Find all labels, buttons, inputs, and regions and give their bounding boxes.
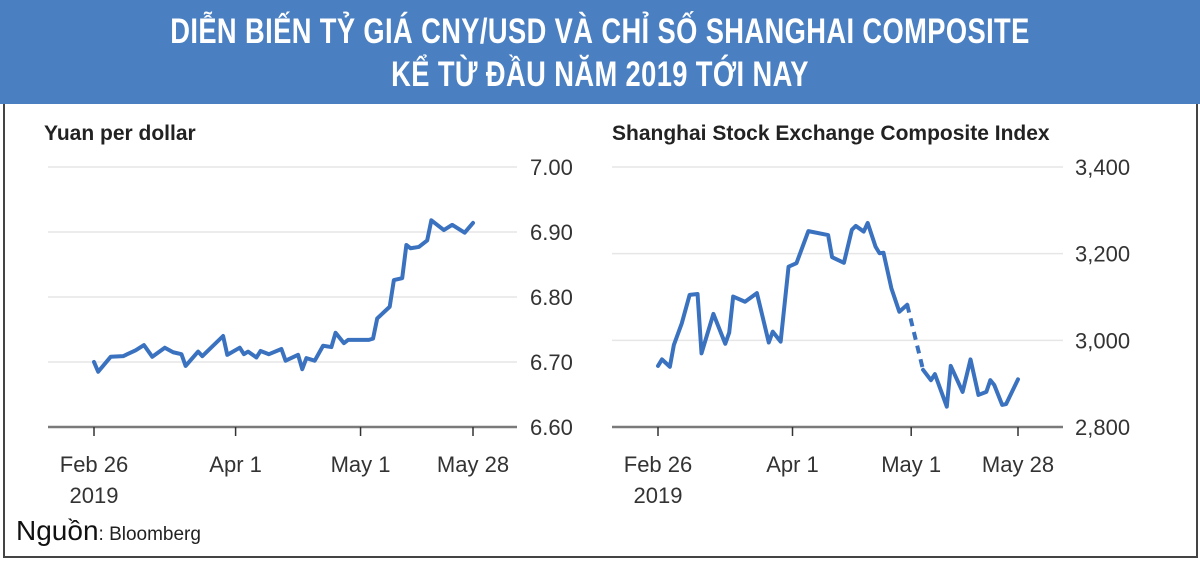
y-tick-label: 3,400	[1075, 155, 1130, 180]
source-value: : Bloomberg	[98, 524, 201, 545]
chart-title-line-1: DIỄN BIẾN TỶ GIÁ CNY/USD VÀ CHỈ SỐ SHANG…	[170, 12, 1030, 51]
x-tick-label: May 28	[982, 452, 1054, 477]
title-banner: DIỄN BIẾN TỶ GIÁ CNY/USD VÀ CHỈ SỐ SHANG…	[0, 0, 1200, 104]
series-line	[92, 218, 475, 374]
y-tick-label: 6.80	[530, 285, 573, 310]
chart-title-line-2: KỂ TỪ ĐẦU NĂM 2019 TỚI NAY	[391, 55, 809, 94]
chart-yuan: Yuan per dollar 7.00 6.90 6.80 6.70 6.60 Feb 2…	[44, 122, 573, 508]
source-label: Nguồn	[16, 515, 99, 546]
x-tick-label: May 1	[881, 452, 941, 477]
series-line	[921, 357, 1020, 409]
chart-title: Yuan per dollar	[44, 122, 196, 145]
y-tick-label: 7.00	[530, 155, 573, 180]
x-tick-label: May 1	[331, 452, 391, 477]
x-tick-label: Feb 26	[60, 452, 129, 477]
series-line	[656, 220, 910, 369]
x-tick-label: Apr 1	[766, 452, 819, 477]
y-tick-label: 6.70	[530, 350, 573, 375]
x-tick-sublabel: 2019	[70, 483, 119, 508]
source-note: Nguồn: Bloomberg	[16, 515, 201, 547]
chart-shanghai: Shanghai Stock Exchange Composite Index 3…	[612, 122, 1130, 508]
chart-frame	[3, 104, 1198, 558]
x-tick-label: Apr 1	[209, 452, 262, 477]
chart-title: Shanghai Stock Exchange Composite Index	[612, 122, 1050, 145]
y-tick-label: 3,000	[1075, 328, 1130, 353]
y-tick-label: 6.60	[530, 415, 573, 440]
x-tick-sublabel: 2019	[634, 483, 683, 508]
y-tick-label: 6.90	[530, 220, 573, 245]
x-tick-label: Feb 26	[624, 452, 693, 477]
x-tick-label: May 28	[437, 452, 509, 477]
series-line-dashed	[905, 304, 925, 371]
y-tick-label: 3,200	[1075, 242, 1130, 267]
y-tick-label: 2,800	[1075, 415, 1130, 440]
